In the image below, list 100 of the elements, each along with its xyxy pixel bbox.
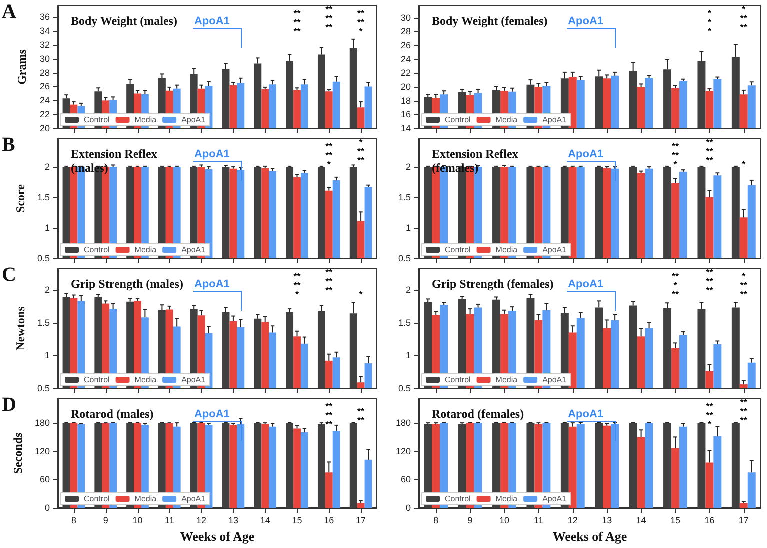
y-tick-label: 24 bbox=[40, 96, 50, 106]
legend-label: ApoA1 bbox=[182, 376, 206, 384]
annotation: ** bbox=[358, 416, 366, 426]
y-tick-label: 1 bbox=[406, 350, 411, 361]
annotation: ** bbox=[706, 146, 714, 156]
y-tick-label: 0.5 bbox=[398, 254, 411, 264]
annotation: * bbox=[742, 160, 746, 170]
y-tick-label: 1.5 bbox=[37, 318, 50, 328]
legend-label: Control bbox=[445, 376, 472, 384]
y-tick-label: 2 bbox=[406, 285, 411, 296]
annotation: * bbox=[708, 26, 712, 36]
y-tick-label: 0 bbox=[406, 503, 411, 513]
legend-label: ApoA1 bbox=[542, 494, 568, 504]
annotation: ** bbox=[326, 4, 334, 14]
legend-label: Media bbox=[134, 376, 158, 384]
ref-line-label: ApoA1 bbox=[568, 148, 604, 160]
annotation: ** bbox=[706, 286, 714, 296]
y-tick-label: 1.5 bbox=[398, 192, 411, 203]
y-tick-label: 36 bbox=[40, 12, 50, 22]
ref-line-label: ApoA1 bbox=[568, 16, 604, 28]
x-tick-label: 11 bbox=[164, 516, 174, 526]
y-tick-label: 1 bbox=[406, 223, 411, 234]
annotation: ** bbox=[326, 14, 334, 24]
ref-line-label: ApoA1 bbox=[194, 16, 230, 28]
ref-line-label: ApoA1 bbox=[568, 408, 604, 420]
annotation: ** bbox=[326, 150, 334, 160]
legend-label: Control bbox=[84, 376, 110, 384]
annotation: ** bbox=[294, 18, 302, 28]
annotation: ** bbox=[672, 142, 680, 152]
y-tick-label: 2 bbox=[406, 162, 411, 172]
annotation: ** bbox=[358, 406, 366, 416]
legend-label: Media bbox=[134, 246, 158, 254]
annotation: ** bbox=[706, 402, 714, 412]
x-tick-label: 17 bbox=[738, 516, 749, 526]
annotation: * bbox=[742, 4, 746, 14]
annotation: ** bbox=[740, 398, 748, 408]
annotation: ** bbox=[358, 156, 366, 166]
y-tick-label: 18 bbox=[400, 96, 411, 106]
y-tick-label: 0 bbox=[44, 503, 50, 513]
x-tick-label: 8 bbox=[434, 516, 439, 526]
annotation: ** bbox=[326, 420, 334, 430]
annotation: ** bbox=[294, 272, 302, 282]
x-tick-label: 12 bbox=[568, 516, 578, 526]
annotation: ** bbox=[706, 138, 714, 148]
text: Body Weight (males) bbox=[71, 14, 178, 28]
legend-label: ApoA1 bbox=[542, 246, 568, 254]
x-tick-label: 13 bbox=[228, 516, 238, 526]
legend-label: Control bbox=[84, 494, 110, 504]
y-tick-label: 14 bbox=[400, 124, 411, 134]
annotation: ** bbox=[358, 18, 366, 28]
text: Rotarod (females) bbox=[432, 407, 524, 421]
legend-label: ApoA1 bbox=[542, 376, 568, 384]
y-tick-label: 0.5 bbox=[398, 384, 411, 394]
y-tick-label: 22 bbox=[400, 68, 411, 78]
y-tick-label: 20 bbox=[400, 82, 411, 92]
annotation: ** bbox=[294, 26, 302, 36]
y-tick-label: 22 bbox=[40, 110, 50, 120]
annotation: ** bbox=[740, 22, 748, 32]
y-tick-label: 1 bbox=[44, 223, 50, 234]
x-tick-label: 11 bbox=[534, 516, 544, 526]
text: Grip Strength (males) bbox=[71, 277, 184, 291]
y-axis-title: Score bbox=[14, 184, 28, 213]
y-axis-title: Seconds bbox=[11, 432, 26, 474]
x-tick-label: 15 bbox=[292, 516, 302, 526]
y-tick-label: 2 bbox=[44, 285, 50, 296]
annotation: ** bbox=[326, 410, 334, 420]
legend-label: Control bbox=[84, 116, 110, 124]
legend-label: Media bbox=[496, 116, 518, 124]
text: Grip Strength (females) bbox=[432, 277, 554, 291]
annotation: ** bbox=[740, 290, 748, 300]
y-tick-label: 28 bbox=[40, 68, 50, 78]
x-tick-label: 14 bbox=[636, 516, 646, 526]
annotation: ** bbox=[672, 272, 680, 282]
annotation: ** bbox=[740, 406, 748, 416]
y-tick-label: 16 bbox=[400, 110, 411, 120]
y-tick-label: 30 bbox=[400, 12, 411, 23]
legend-label: ApoA1 bbox=[182, 494, 206, 504]
text: D bbox=[2, 394, 16, 416]
legend-label: ApoA1 bbox=[542, 116, 568, 124]
x-tick-label: 9 bbox=[468, 516, 473, 526]
annotation: * bbox=[674, 280, 678, 290]
legend-label: Control bbox=[445, 116, 472, 124]
annotation: ** bbox=[706, 276, 714, 286]
annotation: ** bbox=[740, 416, 748, 426]
annotation: ** bbox=[358, 146, 366, 156]
annotation: * bbox=[708, 8, 712, 18]
legend-label: Control bbox=[445, 246, 472, 254]
legend-label: ApoA1 bbox=[182, 116, 206, 124]
y-tick-label: 34 bbox=[40, 26, 50, 36]
legend-label: Control bbox=[84, 246, 110, 254]
y-tick-label: 0.5 bbox=[37, 384, 50, 394]
y-tick-label: 24 bbox=[400, 54, 411, 64]
text: Body Weight (females) bbox=[432, 14, 548, 28]
x-tick-label: 16 bbox=[324, 516, 334, 526]
legend-label: Media bbox=[134, 494, 158, 504]
annotation: * bbox=[708, 420, 712, 430]
x-tick-label: 17 bbox=[356, 516, 366, 526]
legend-label: ApoA1 bbox=[182, 246, 206, 254]
y-tick-label: 32 bbox=[40, 40, 50, 50]
ref-line-label: ApoA1 bbox=[194, 278, 230, 290]
